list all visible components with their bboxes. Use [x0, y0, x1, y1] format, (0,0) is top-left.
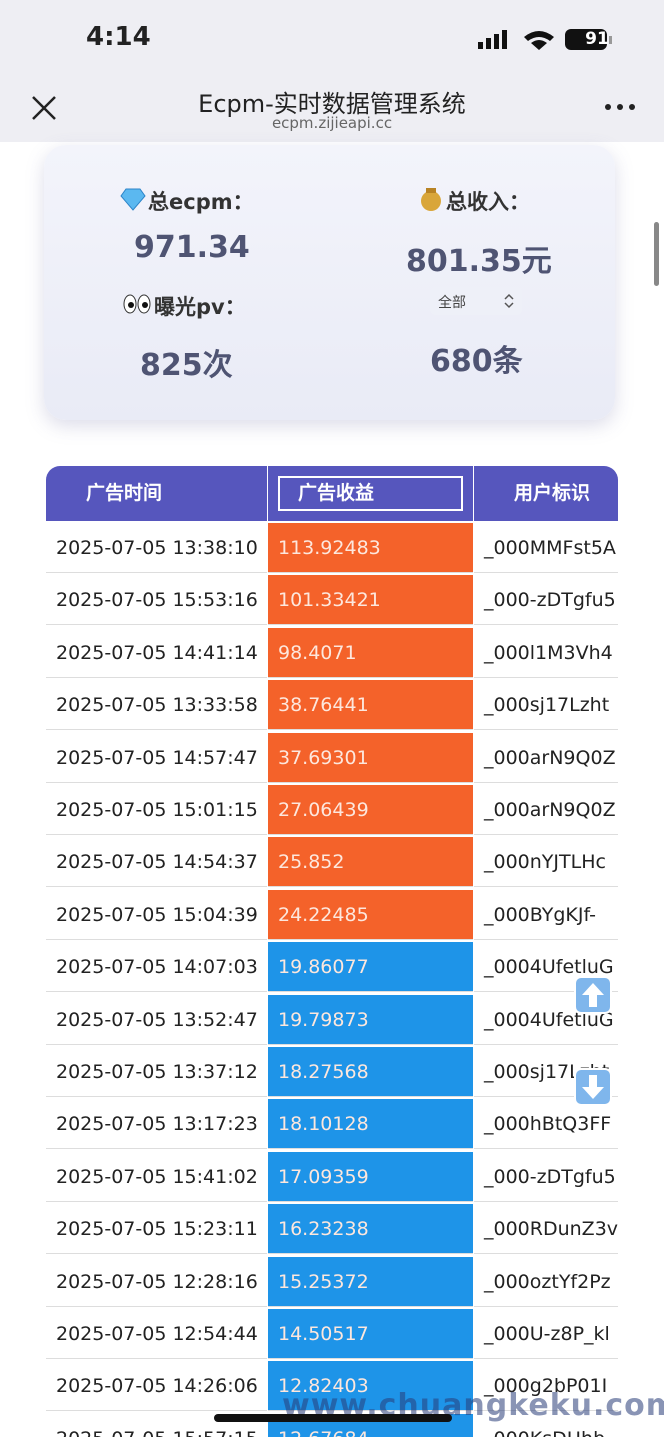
- row-user-id: _000BYgKJf-: [474, 889, 618, 940]
- row-user-id: _000arN9Q0Z: [474, 785, 618, 835]
- row-time: 2025-07-05 12:28:16: [46, 1256, 267, 1307]
- page-url: ecpm.zijieapi.cc: [271, 114, 393, 132]
- row-time: 2025-07-05 14:57:47: [46, 732, 267, 783]
- row-time: 2025-07-05 13:52:47: [46, 994, 267, 1045]
- row-revenue: 17.09359: [268, 1151, 473, 1202]
- row-user-id: _000U-z8P_kl: [474, 1309, 618, 1359]
- row-time: 2025-07-05 15:23:11: [46, 1204, 267, 1255]
- filter-select[interactable]: [430, 287, 522, 315]
- money-icon: [421, 188, 441, 211]
- row-revenue: 14.50517: [268, 1309, 473, 1359]
- row-revenue: 19.79873: [268, 994, 473, 1045]
- row-revenue: 113.92483: [268, 523, 473, 573]
- row-time: 2025-07-05 15:01:15: [46, 785, 267, 835]
- scroll-down-button[interactable]: [574, 1068, 614, 1106]
- row-user-id: _000nYJTLHc: [474, 837, 618, 888]
- row-revenue: 37.69301: [268, 732, 473, 783]
- row-time: 2025-07-05 15:04:39: [46, 889, 267, 940]
- income-label: 总收入：: [446, 190, 530, 214]
- data-table: 广告时间 广告收益 用户标识 2025-07-05 13:38:10 113.92483…: [46, 466, 618, 1437]
- row-revenue: 12.82403: [268, 1361, 473, 1412]
- row-user-id: _000arN9Q0Z: [474, 732, 618, 783]
- more-button[interactable]: [604, 102, 636, 112]
- home-indicator: [214, 1414, 452, 1422]
- row-time: 2025-07-05 13:17:23: [46, 1099, 267, 1150]
- row-revenue: 16.23238: [268, 1204, 473, 1255]
- row-revenue: 27.06439: [268, 785, 473, 835]
- row-revenue: 25.852: [268, 837, 473, 888]
- close-button[interactable]: [30, 94, 58, 122]
- pv-label: 曝光pv：: [154, 295, 246, 319]
- scrollbar: [654, 222, 659, 286]
- ecpm-value: 971.34: [134, 230, 250, 265]
- scroll-up-button[interactable]: [574, 976, 614, 1014]
- income-value: 801.35元: [406, 244, 552, 279]
- row-time: 2025-07-05 13:38:10: [46, 523, 267, 573]
- row-user-id: _000MMFst5A: [474, 523, 618, 573]
- row-time: 2025-07-05 14:41:14: [46, 627, 267, 678]
- battery: 91: [585, 29, 609, 49]
- row-user-id: _000RDunZ3v: [474, 1204, 618, 1255]
- row-time: 2025-07-05 13:37:12: [46, 1047, 267, 1097]
- row-user-id: _000sj17Lzht: [474, 680, 618, 731]
- filter-text: 全部: [438, 295, 466, 311]
- row-user-id: _000KsDHhb: [474, 1413, 618, 1437]
- row-time: 2025-07-05 15:53:16: [46, 575, 267, 626]
- pv-value: 825次: [140, 348, 233, 383]
- row-user-id: _000oztYf2Pz: [474, 1256, 618, 1307]
- ecpm-label: 总ecpm：: [148, 190, 254, 214]
- row-time: 2025-07-05 15:57:15: [46, 1413, 267, 1437]
- status-icons: [478, 29, 612, 50]
- row-user-id: _000-zDTgfu5: [474, 575, 618, 626]
- row-revenue: 101.33421: [268, 575, 473, 626]
- row-time: 2025-07-05 14:26:06: [46, 1361, 267, 1412]
- row-revenue: 24.22485: [268, 889, 473, 940]
- row-revenue: 18.27568: [268, 1047, 473, 1097]
- column-header[interactable]: 广告收益: [268, 466, 473, 521]
- clock: 4:14: [86, 22, 151, 52]
- select-arrows: [504, 293, 514, 309]
- eyes-icon: [123, 294, 151, 314]
- row-user-id: _0004UfetluG: [474, 942, 618, 993]
- row-user-id: _000hBtQ3FF: [474, 1099, 618, 1150]
- row-time: 2025-07-05 14:54:37: [46, 837, 267, 888]
- page-title: Ecpm-实时数据管理系统: [198, 90, 466, 118]
- row-user-id: _000-zDTgfu5: [474, 1151, 618, 1202]
- row-time: 2025-07-05 14:07:03: [46, 942, 267, 993]
- top-bar: [0, 0, 664, 142]
- count-value: 680条: [430, 344, 523, 379]
- row-user-id: _000g2bP01I: [474, 1361, 618, 1412]
- row-revenue: 38.76441: [268, 680, 473, 731]
- diamond-icon: [120, 188, 146, 211]
- column-header: 用户标识: [474, 466, 618, 521]
- row-revenue: 15.25372: [268, 1256, 473, 1307]
- row-user-id: _000l1M3Vh4: [474, 627, 618, 678]
- row-revenue: 18.10128: [268, 1099, 473, 1150]
- row-time: 2025-07-05 15:41:02: [46, 1151, 267, 1202]
- row-time: 2025-07-05 13:33:58: [46, 680, 267, 731]
- row-revenue: 98.4071: [268, 627, 473, 678]
- column-header: 广告时间: [46, 466, 267, 521]
- row-time: 2025-07-05 12:54:44: [46, 1309, 267, 1359]
- row-revenue: 19.86077: [268, 942, 473, 993]
